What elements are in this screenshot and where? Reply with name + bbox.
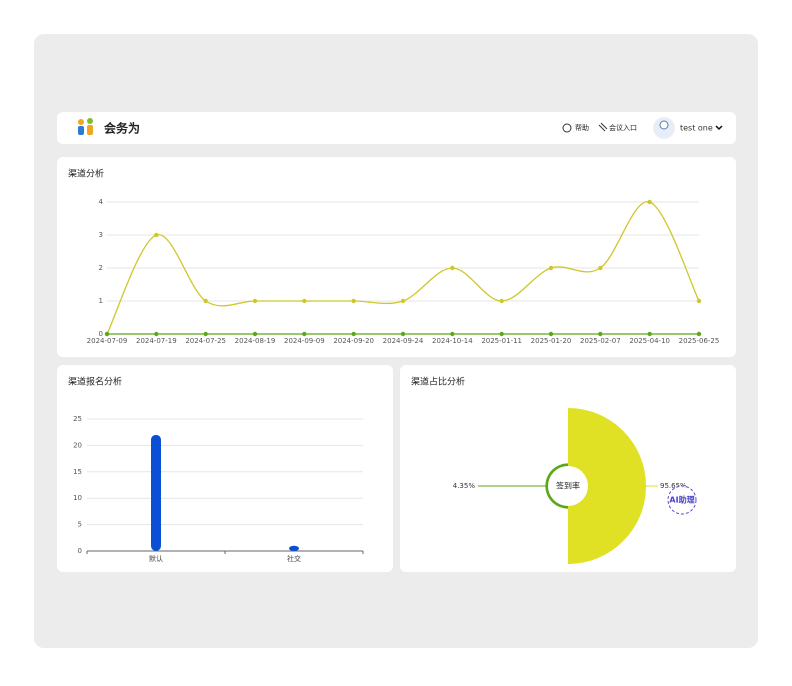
assistant-badge[interactable]: [667, 485, 697, 515]
x-tick-label: 2024-09-20: [333, 337, 374, 345]
y-tick-label: 2: [99, 264, 103, 272]
user-name[interactable]: test one: [680, 124, 713, 133]
y-tick-label: 0: [78, 547, 82, 555]
value-label: 4.35%: [453, 482, 476, 490]
point: [154, 331, 159, 337]
x-tick-label: 2025-01-11: [481, 337, 522, 345]
point: [647, 331, 652, 337]
value-label: 95.65%: [660, 482, 687, 490]
point: [499, 331, 504, 337]
point: [696, 298, 702, 304]
point: [351, 331, 356, 337]
avatar-face: [659, 120, 669, 130]
logo-text[interactable]: 会务为: [104, 121, 140, 136]
y-tick-label: 0: [99, 330, 103, 338]
x-tick-label: 2025-06-25: [679, 337, 720, 345]
x-tick-label: 默认: [149, 554, 163, 563]
rose-sector: [568, 408, 646, 564]
card: [57, 365, 393, 572]
dropdown-chevron[interactable]: [715, 125, 723, 131]
card: [400, 365, 736, 572]
y-tick-label: 3: [99, 231, 103, 239]
rose-sector: [545, 463, 568, 509]
point: [450, 331, 455, 337]
card-title: 渠道占比分析: [411, 376, 465, 388]
help-link[interactable]: 帮助: [575, 123, 589, 132]
x-tick-label: 2024-08-19: [235, 337, 276, 345]
y-tick-label: 20: [73, 441, 82, 449]
point: [203, 298, 208, 304]
point: [548, 265, 554, 271]
point: [450, 265, 455, 271]
center-label: 签到率: [556, 481, 580, 491]
point: [598, 331, 603, 337]
point: [104, 331, 110, 337]
point: [499, 298, 504, 304]
point: [647, 199, 652, 205]
link-icon: [598, 122, 608, 132]
point: [252, 298, 258, 304]
point: [252, 331, 258, 337]
card: [57, 157, 736, 357]
x-tick-label: 2024-07-09: [87, 337, 128, 345]
y-tick-label: 1: [99, 297, 103, 305]
logo-icon: [78, 118, 93, 135]
y-tick-label: 4: [99, 198, 104, 206]
point: [598, 265, 603, 271]
assistant-badge-text[interactable]: AI助理: [669, 495, 694, 505]
meeting-entry-link[interactable]: 会议入口: [609, 123, 637, 132]
point: [302, 298, 307, 304]
bar: [151, 434, 161, 551]
point: [548, 331, 554, 337]
point: [400, 331, 406, 337]
x-tick-label: 2024-09-09: [284, 337, 325, 345]
point: [154, 232, 159, 238]
point: [203, 331, 208, 337]
x-tick-label: 2025-02-07: [580, 337, 621, 345]
x-tick-label: 2025-01-20: [531, 337, 572, 345]
x-tick-label: 2024-10-14: [432, 337, 473, 345]
y-tick-label: 25: [73, 415, 82, 423]
y-tick-label: 15: [73, 468, 82, 476]
x-tick-label: 社交: [287, 554, 301, 563]
x-tick-label: 2025-04-10: [629, 337, 670, 345]
point: [351, 298, 356, 304]
x-tick-label: 2024-07-25: [185, 337, 226, 345]
card-title: 渠道报名分析: [68, 376, 122, 388]
point: [302, 331, 307, 337]
y-tick-label: 5: [78, 521, 82, 529]
x-tick-label: 2024-07-19: [136, 337, 177, 345]
x-tick-label: 2024-09-24: [383, 337, 424, 345]
point: [696, 331, 702, 337]
point: [400, 298, 406, 304]
bar: [289, 545, 299, 551]
series-line: [106, 201, 700, 335]
card-title: 渠道分析: [68, 168, 104, 180]
y-tick-label: 10: [73, 494, 82, 502]
header-bar: [57, 112, 736, 144]
help-icon: [562, 123, 572, 133]
